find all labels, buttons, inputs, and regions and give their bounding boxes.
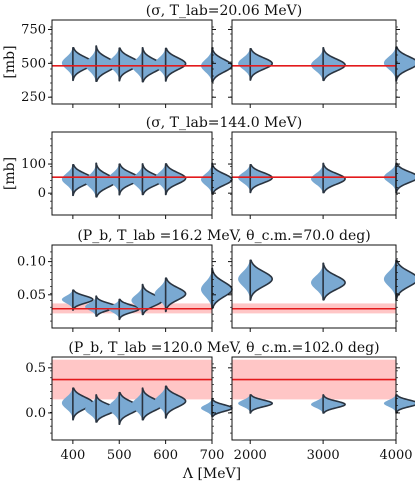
x-tick-label: 500 — [107, 448, 132, 463]
violin-mark — [395, 46, 415, 82]
violin-mark — [383, 163, 396, 193]
violin-mark — [131, 163, 143, 195]
violin-mark — [211, 397, 233, 418]
x-tick-label: 700 — [200, 448, 225, 463]
left-axes-3: 0.05 0.10 — [17, 244, 233, 332]
violin-mark — [85, 163, 97, 197]
x-tick-label: 400 — [60, 448, 85, 463]
y-tick-label: 0.10 — [17, 255, 46, 270]
violin-mark — [322, 162, 346, 194]
violin-mark — [211, 46, 233, 83]
panel-row-3: (P_b, T_lab =16.2 MeV, θ_c.m.=70.0 deg)0… — [17, 228, 415, 332]
violin-mark — [154, 48, 166, 81]
violin-mark — [383, 260, 396, 301]
panel-title-2: (σ, T_lab=144.0 MeV) — [146, 115, 303, 131]
violin-mark — [201, 47, 212, 82]
violin-mark — [249, 48, 274, 81]
violin-mark — [238, 260, 251, 301]
violin-mark — [61, 47, 73, 81]
violin-mark — [201, 398, 212, 417]
violin-mark — [311, 394, 324, 413]
y-tick-label: 500 — [21, 56, 46, 71]
x-tick-label: 4000 — [379, 448, 412, 463]
violin-mark — [131, 388, 143, 420]
violin-mark — [383, 394, 396, 413]
violin-mark — [395, 162, 415, 194]
y-axis-label-1: [mb] — [2, 45, 18, 78]
y-tick-label: 0.05 — [17, 288, 46, 303]
violin-mark — [154, 386, 166, 418]
violin-mark — [131, 284, 143, 315]
right-axes-1 — [228, 19, 415, 108]
violin-mark — [108, 392, 120, 425]
right-axes-4: 2000 3000 4000 — [228, 356, 415, 463]
violin-mark — [238, 164, 251, 193]
y-tick-label: 750 — [21, 22, 46, 37]
panel-title-3: (P_b, T_lab =16.2 MeV, θ_c.m.=70.0 deg) — [77, 228, 370, 244]
y-tick-label: 100 — [21, 157, 46, 172]
violin-mark — [164, 163, 187, 196]
violin-mark — [322, 394, 346, 414]
violin-mark — [395, 394, 415, 414]
violin-mark — [108, 164, 120, 195]
violin-mark — [85, 296, 97, 317]
violin-mark — [131, 47, 143, 82]
panel-row-4: (P_b, T_lab =120.0 MeV, θ_c.m.=102.0 deg… — [25, 340, 415, 463]
y-tick-label: 0.5 — [25, 361, 46, 376]
x-axis-label: Λ [MeV] — [182, 466, 241, 482]
left-axes-4: 0.0 0.5 400 500 600 700 — [25, 356, 233, 463]
violin-mark — [238, 48, 251, 81]
violin-mark — [61, 290, 73, 311]
violin-mark — [85, 394, 97, 422]
violin-mark — [201, 268, 212, 309]
violin-mark — [383, 47, 396, 81]
violin-mark — [61, 164, 73, 196]
violin-mark — [154, 278, 166, 312]
x-tick-label: 2000 — [234, 448, 267, 463]
violin-mark — [85, 46, 97, 82]
violin-mark — [249, 394, 274, 414]
violin-mark — [311, 163, 324, 193]
violin-mark — [238, 394, 251, 413]
x-tick-label: 600 — [153, 448, 178, 463]
violin-mark — [164, 47, 187, 82]
axes-frame — [51, 244, 213, 329]
violin-mark — [211, 267, 233, 309]
left-axes-1: 250 500 750 — [21, 19, 233, 108]
left-axes-2: 0 100 — [21, 131, 233, 219]
y-tick-label: 250 — [21, 90, 46, 105]
panel-title-4: (P_b, T_lab =120.0 MeV, θ_c.m.=102.0 deg… — [68, 340, 379, 356]
x-tick-label: 3000 — [307, 448, 340, 463]
violin-mark — [395, 259, 415, 301]
y-tick-label: 0.0 — [25, 406, 46, 421]
violin-mark — [249, 259, 274, 301]
panel-title-1: (σ, T_lab=20.06 MeV) — [146, 3, 303, 19]
violin-mark — [164, 385, 187, 419]
panel-row-2: (σ, T_lab=144.0 MeV) [mb] 0 100 — [2, 115, 415, 219]
violin-mark — [311, 263, 324, 300]
violin-mark — [164, 277, 187, 313]
violin-mark — [249, 163, 274, 194]
right-axes-3 — [228, 244, 415, 332]
violin-mark — [211, 162, 233, 195]
violin-mark — [108, 48, 120, 81]
y-axis-label-2: [mb] — [2, 157, 18, 190]
violin-mark — [72, 289, 94, 311]
y-tick-label: 0 — [38, 186, 46, 201]
violin-mark — [322, 262, 346, 301]
violin-mark — [311, 47, 324, 81]
violin-mark — [322, 46, 346, 82]
violin-mark — [154, 163, 166, 195]
right-axes-2 — [228, 131, 415, 219]
panel-row-1: (σ, T_lab=20.06 MeV) [mb]250 500 750 — [2, 3, 415, 108]
violin-mark — [201, 163, 212, 194]
violin-mark — [61, 388, 73, 420]
